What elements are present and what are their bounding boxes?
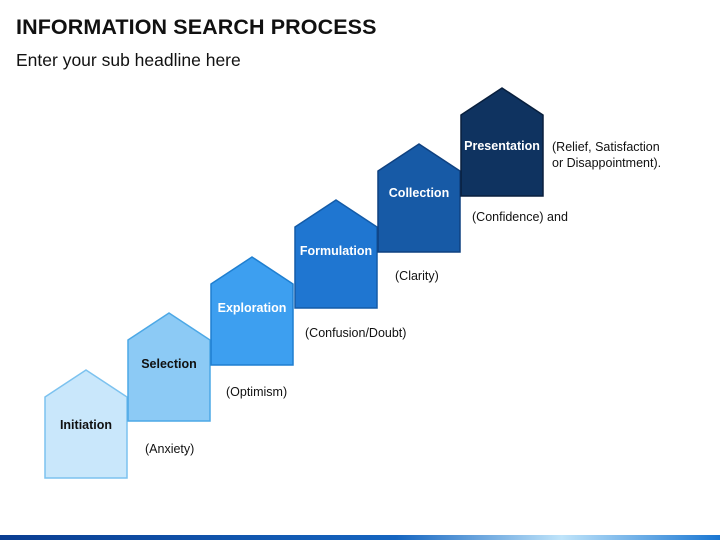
step-label-presentation: Presentation xyxy=(464,139,540,153)
annotation-clarity: (Clarity) xyxy=(395,269,439,283)
step-label-formulation: Formulation xyxy=(299,244,373,258)
house-shape-selection xyxy=(127,312,211,422)
step-label-selection: Selection xyxy=(141,357,197,371)
house-shape-presentation xyxy=(460,87,544,197)
annotation-confidence: (Confidence) and xyxy=(472,210,568,224)
step-initiation: Initiation xyxy=(44,369,130,479)
slide-title: INFORMATION SEARCH PROCESS xyxy=(16,15,377,39)
step-collection: Collection xyxy=(377,143,463,253)
house-shape-exploration xyxy=(210,256,294,366)
annotation-relief-line-2: or Disappointment). xyxy=(552,156,662,170)
step-selection: Selection xyxy=(127,312,213,422)
step-exploration: Exploration xyxy=(210,256,296,366)
house-shape-initiation xyxy=(44,369,128,479)
step-presentation: Presentation xyxy=(460,87,546,197)
step-label-initiation: Initiation xyxy=(59,418,113,432)
step-label-collection: Collection xyxy=(388,186,450,200)
slide-subtitle: Enter your sub headline here xyxy=(16,50,241,70)
annotation-relief-line-1: (Relief, Satisfaction xyxy=(552,140,660,154)
annotation-anxiety: (Anxiety) xyxy=(145,442,195,456)
house-shape-formulation xyxy=(294,199,378,309)
step-label-exploration: Exploration xyxy=(217,301,287,315)
annotation-optimism: (Optimism) xyxy=(226,385,288,399)
step-formulation: Formulation xyxy=(294,199,380,309)
bottom-accent-bar xyxy=(0,535,720,540)
house-shape-collection xyxy=(377,143,461,253)
annotation-confusion: (Confusion/Doubt) xyxy=(305,326,407,340)
